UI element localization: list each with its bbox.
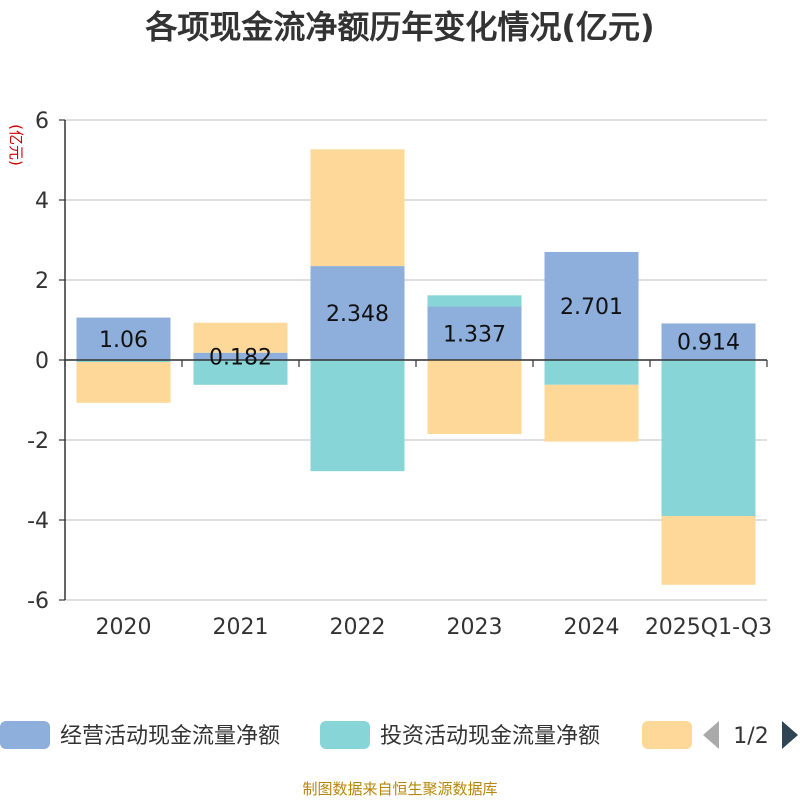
axes: 6 4 2 0 -2 -4 -6 2020 2021 2022 2023 2024 2025Q1-Q3 (27, 109, 772, 640)
source-footer: 制图数据来自恒生聚源数据库 (302, 780, 498, 798)
legend-item[interactable]: 经营活动现金流量净额 (0, 721, 280, 749)
bar-2022-s2 (310, 149, 405, 267)
bar-2021-s0 (193, 352, 288, 360)
x-tick-label: 2021 (213, 615, 269, 640)
bar-2023-s2 (427, 360, 522, 434)
bars (76, 149, 756, 585)
data-label: 2.348 (326, 302, 389, 327)
bar-2024-s2 (544, 384, 639, 442)
y-tick-label: 6 (35, 109, 49, 134)
x-tick-label: 2024 (564, 615, 620, 640)
x-tick-label: 2025Q1-Q3 (645, 615, 772, 640)
data-label: 1.337 (443, 322, 506, 347)
bar-2022-s0 (310, 266, 405, 360)
bar-2025Q1-Q3-s0 (661, 323, 756, 360)
legend-swatch (642, 721, 692, 749)
bar-2025Q1-Q3-s2 (661, 516, 756, 585)
data-label: 2.701 (560, 295, 623, 320)
bar-2023-s0 (427, 306, 522, 360)
legend-swatch (320, 721, 370, 749)
legend-prev-arrow-icon[interactable] (703, 721, 719, 749)
y-tick-label: 2 (35, 269, 49, 294)
legend-swatch (0, 721, 50, 749)
data-label: 0.182 (209, 345, 272, 370)
legend-next-arrow-icon[interactable] (782, 721, 798, 749)
legend-label: 投资活动现金流量净额 (380, 724, 600, 749)
bar-2023-s1 (427, 295, 522, 307)
y-tick-label: -4 (27, 509, 49, 534)
legend[interactable]: 经营活动现金流量净额 投资活动现金流量净额 1/2 (0, 721, 798, 749)
bar-2020-s2 (76, 362, 171, 403)
bar-2021-s1 (193, 360, 288, 385)
data-labels: 1.06 0.182 2.348 1.337 2.701 0.914 (99, 295, 740, 370)
legend-item[interactable] (642, 721, 692, 749)
data-label: 0.914 (677, 331, 740, 356)
y-axis-label: (亿元) (7, 124, 25, 166)
bar-2022-s1 (310, 360, 405, 472)
data-label: 1.06 (99, 328, 148, 353)
bar-2025Q1-Q3-s1 (661, 360, 756, 516)
y-tick-label: -2 (27, 429, 49, 454)
y-tick-label: 0 (35, 349, 49, 374)
bar-2021-s2 (193, 322, 288, 353)
x-tick-label: 2023 (447, 615, 503, 640)
chart-title: 各项现金流净额历年变化情况(亿元) (145, 8, 655, 46)
y-tick-label: -6 (27, 589, 49, 614)
x-tick-label: 2022 (330, 615, 386, 640)
y-tick-label: 4 (35, 189, 49, 214)
bar-2024-s0 (544, 251, 639, 360)
bar-2024-s1 (544, 360, 639, 385)
legend-page-indicator: 1/2 (733, 724, 768, 749)
legend-label: 经营活动现金流量净额 (60, 724, 280, 749)
x-tick-label: 2020 (96, 615, 152, 640)
bar-2020-s1 (76, 360, 171, 362)
legend-item[interactable]: 投资活动现金流量净额 (320, 721, 600, 749)
bar-2020-s0 (76, 317, 171, 360)
